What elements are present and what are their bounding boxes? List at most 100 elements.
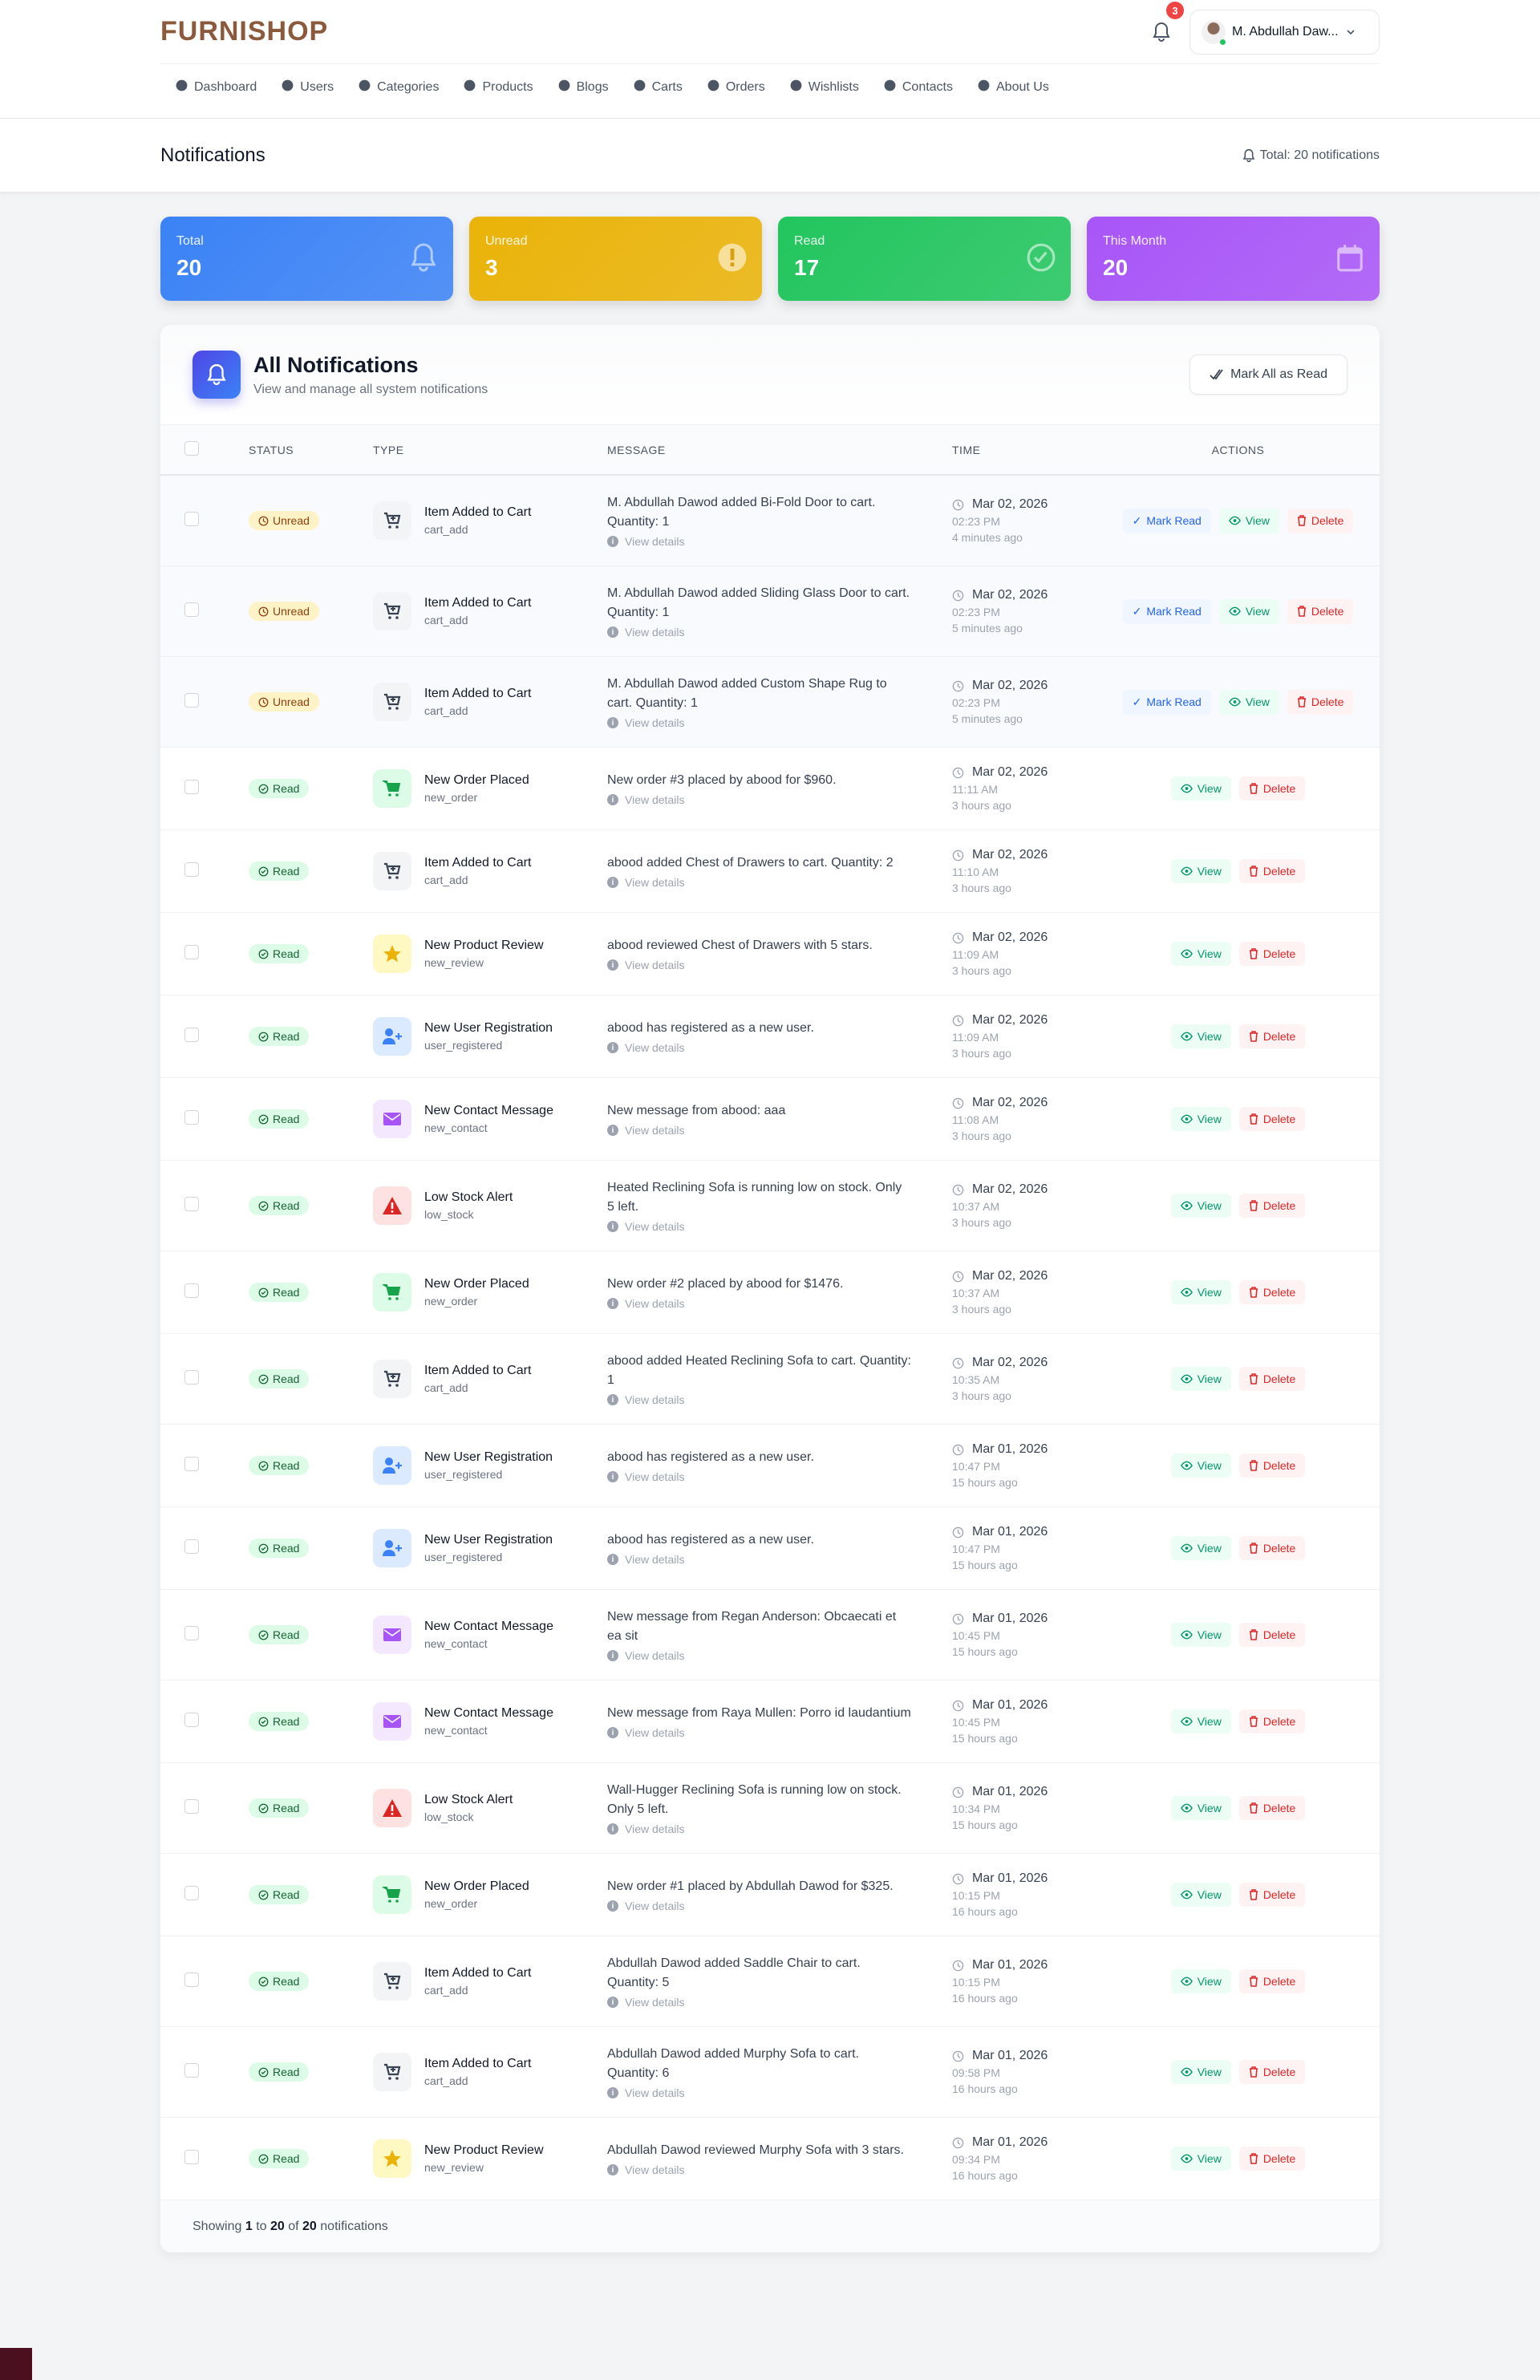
- nav-carts[interactable]: Carts: [633, 79, 683, 96]
- row-checkbox[interactable]: [184, 1283, 199, 1298]
- view-details-link[interactable]: i View details: [607, 716, 952, 729]
- row-checkbox[interactable]: [184, 1625, 199, 1640]
- delete-button[interactable]: Delete: [1238, 1969, 1306, 1993]
- view-button[interactable]: View: [1170, 1796, 1231, 1820]
- view-details-link[interactable]: i View details: [607, 1470, 952, 1483]
- debug-toolbar-icon[interactable]: [0, 2348, 32, 2380]
- delete-button[interactable]: Delete: [1238, 1107, 1306, 1131]
- delete-button[interactable]: Delete: [1238, 2147, 1306, 2171]
- mark-read-button[interactable]: ✓ Mark Read: [1122, 598, 1211, 624]
- row-checkbox[interactable]: [184, 2062, 199, 2078]
- row-checkbox[interactable]: [184, 1885, 199, 1900]
- view-details-link[interactable]: i View details: [607, 1393, 952, 1406]
- row-checkbox[interactable]: [184, 944, 199, 959]
- view-button[interactable]: View: [1170, 1454, 1231, 1478]
- view-button[interactable]: View: [1170, 1969, 1231, 1993]
- nav-wishlists[interactable]: Wishlists: [789, 79, 859, 96]
- row-checkbox[interactable]: [184, 1109, 199, 1125]
- view-button[interactable]: View: [1170, 859, 1231, 883]
- star-icon: [373, 2139, 411, 2178]
- view-details-link[interactable]: i View details: [607, 1297, 952, 1310]
- nav-blogs[interactable]: Blogs: [557, 79, 609, 96]
- delete-button[interactable]: Delete: [1238, 1883, 1306, 1907]
- row-checkbox[interactable]: [184, 1196, 199, 1211]
- view-button[interactable]: View: [1218, 689, 1279, 715]
- view-details-link[interactable]: i View details: [607, 876, 952, 889]
- mark-read-button[interactable]: ✓ Mark Read: [1122, 689, 1211, 715]
- view-details-link[interactable]: i View details: [607, 535, 952, 548]
- view-button[interactable]: View: [1170, 1280, 1231, 1304]
- view-details-link[interactable]: i View details: [607, 1220, 952, 1233]
- view-button[interactable]: View: [1218, 508, 1279, 533]
- view-button[interactable]: View: [1170, 776, 1231, 801]
- row-checkbox[interactable]: [184, 511, 199, 526]
- row-checkbox[interactable]: [184, 602, 199, 617]
- nav-users[interactable]: Users: [281, 79, 334, 96]
- user-menu-button[interactable]: M. Abdullah Daw...: [1189, 10, 1380, 55]
- row-checkbox[interactable]: [184, 1712, 199, 1727]
- row-checkbox[interactable]: [184, 1027, 199, 1042]
- delete-button[interactable]: Delete: [1287, 508, 1354, 533]
- view-button[interactable]: View: [1170, 942, 1231, 966]
- delete-button[interactable]: Delete: [1238, 1280, 1306, 1304]
- view-button[interactable]: View: [1170, 1623, 1231, 1647]
- view-details-link[interactable]: i View details: [607, 1996, 952, 2009]
- row-checkbox[interactable]: [184, 692, 199, 708]
- row-checkbox[interactable]: [184, 2149, 199, 2164]
- nav-dashboard[interactable]: Dashboard: [175, 79, 257, 96]
- logo[interactable]: FURNISHOP: [160, 16, 329, 47]
- view-details-link[interactable]: i View details: [607, 1823, 952, 1835]
- row-checkbox[interactable]: [184, 1539, 199, 1554]
- delete-button[interactable]: Delete: [1238, 776, 1306, 801]
- notifications-button[interactable]: 3: [1147, 2, 1184, 47]
- delete-button[interactable]: Delete: [1238, 1709, 1306, 1733]
- delete-button[interactable]: Delete: [1287, 598, 1354, 624]
- view-button[interactable]: View: [1170, 1883, 1231, 1907]
- view-button[interactable]: View: [1170, 2147, 1231, 2171]
- nav-orders[interactable]: Orders: [707, 79, 765, 96]
- delete-button[interactable]: Delete: [1238, 1194, 1306, 1218]
- delete-button[interactable]: Delete: [1238, 1796, 1306, 1820]
- view-details-link[interactable]: i View details: [607, 2163, 952, 2176]
- view-details-link[interactable]: i View details: [607, 793, 952, 806]
- view-details-link[interactable]: i View details: [607, 1041, 952, 1054]
- delete-button[interactable]: Delete: [1238, 1024, 1306, 1048]
- row-checkbox[interactable]: [184, 1456, 199, 1471]
- delete-button[interactable]: Delete: [1238, 2060, 1306, 2084]
- view-details-link[interactable]: i View details: [607, 1124, 952, 1137]
- view-button[interactable]: View: [1170, 1194, 1231, 1218]
- view-button[interactable]: View: [1170, 2060, 1231, 2084]
- view-button[interactable]: View: [1170, 1536, 1231, 1560]
- view-details-link[interactable]: i View details: [607, 626, 952, 639]
- view-details-link[interactable]: i View details: [607, 1726, 952, 1739]
- delete-button[interactable]: Delete: [1238, 942, 1306, 966]
- view-button[interactable]: View: [1170, 1709, 1231, 1733]
- delete-button[interactable]: Delete: [1238, 1454, 1306, 1478]
- row-checkbox[interactable]: [184, 1798, 199, 1814]
- mark-read-button[interactable]: ✓ Mark Read: [1122, 508, 1211, 533]
- view-details-link[interactable]: i View details: [607, 1553, 952, 1566]
- delete-button[interactable]: Delete: [1238, 1367, 1306, 1391]
- select-all-checkbox[interactable]: [184, 441, 199, 456]
- mark-all-read-button[interactable]: Mark All as Read: [1189, 355, 1348, 395]
- nav-about-us[interactable]: About Us: [977, 79, 1049, 96]
- delete-button[interactable]: Delete: [1287, 689, 1354, 715]
- view-details-link[interactable]: i View details: [607, 1900, 952, 1912]
- view-button[interactable]: View: [1170, 1107, 1231, 1131]
- row-checkbox[interactable]: [184, 1972, 199, 1987]
- delete-button[interactable]: Delete: [1238, 859, 1306, 883]
- view-button[interactable]: View: [1170, 1024, 1231, 1048]
- view-details-link[interactable]: i View details: [607, 1649, 952, 1662]
- nav-products[interactable]: Products: [463, 79, 533, 96]
- row-checkbox[interactable]: [184, 1369, 199, 1385]
- row-checkbox[interactable]: [184, 779, 199, 794]
- delete-button[interactable]: Delete: [1238, 1536, 1306, 1560]
- nav-contacts[interactable]: Contacts: [883, 79, 953, 96]
- nav-categories[interactable]: Categories: [358, 79, 439, 96]
- view-button[interactable]: View: [1218, 598, 1279, 624]
- delete-button[interactable]: Delete: [1238, 1623, 1306, 1647]
- view-details-link[interactable]: i View details: [607, 2086, 952, 2099]
- row-checkbox[interactable]: [184, 862, 199, 877]
- view-details-link[interactable]: i View details: [607, 959, 952, 971]
- view-button[interactable]: View: [1170, 1367, 1231, 1391]
